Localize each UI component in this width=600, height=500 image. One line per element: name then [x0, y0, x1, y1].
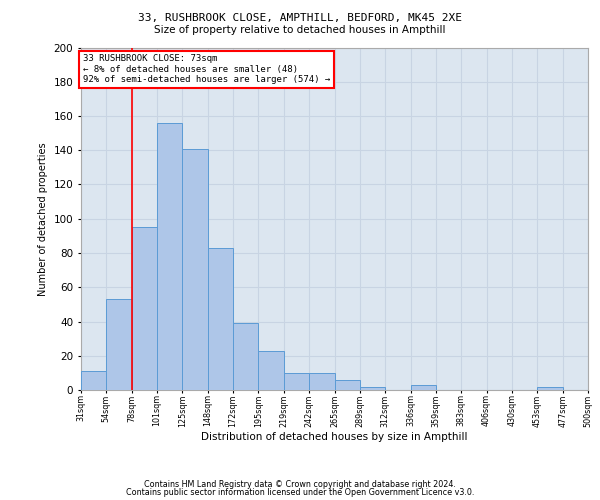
Bar: [81, 371, 106, 390]
Bar: [410, 385, 436, 390]
Bar: [182, 148, 208, 390]
Text: Size of property relative to detached houses in Ampthill: Size of property relative to detached ho…: [154, 25, 446, 35]
Bar: [284, 373, 309, 390]
Bar: [106, 299, 132, 390]
Bar: [538, 386, 563, 390]
Bar: [335, 380, 360, 390]
Bar: [360, 386, 385, 390]
Y-axis label: Number of detached properties: Number of detached properties: [38, 142, 48, 296]
X-axis label: Distribution of detached houses by size in Ampthill: Distribution of detached houses by size …: [201, 432, 468, 442]
Text: Contains public sector information licensed under the Open Government Licence v3: Contains public sector information licen…: [126, 488, 474, 497]
Bar: [259, 350, 284, 390]
Text: 33 RUSHBROOK CLOSE: 73sqm
← 8% of detached houses are smaller (48)
92% of semi-d: 33 RUSHBROOK CLOSE: 73sqm ← 8% of detach…: [83, 54, 330, 84]
Bar: [132, 228, 157, 390]
Bar: [309, 373, 335, 390]
Bar: [208, 248, 233, 390]
Text: Contains HM Land Registry data © Crown copyright and database right 2024.: Contains HM Land Registry data © Crown c…: [144, 480, 456, 489]
Bar: [233, 323, 259, 390]
Text: 33, RUSHBROOK CLOSE, AMPTHILL, BEDFORD, MK45 2XE: 33, RUSHBROOK CLOSE, AMPTHILL, BEDFORD, …: [138, 12, 462, 22]
Bar: [157, 123, 182, 390]
